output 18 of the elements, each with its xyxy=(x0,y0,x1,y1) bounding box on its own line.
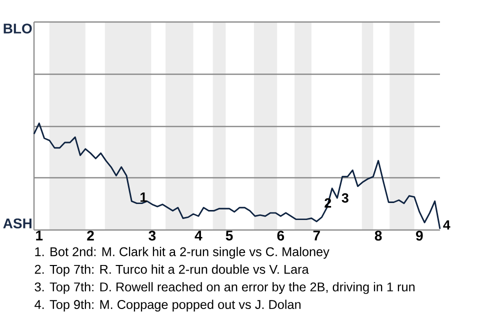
text: ASH xyxy=(3,218,32,228)
text: 1. Bot 2nd: M. Clark hit a 2-run single vs C. Maloney xyxy=(35,246,330,259)
text: 4 xyxy=(443,220,450,230)
x-tick-label: 3 xyxy=(148,230,156,241)
text: 4. Top 9th: M. Coppage popped out vs J. Dolan xyxy=(34,300,301,312)
x-tick-label: 6 xyxy=(277,230,284,241)
x-tick-label: 5 xyxy=(226,230,233,240)
text: 3. Top 7th: D. Rowell reached on an error by the 2B, driving in 1 run xyxy=(34,282,415,294)
text: BLO xyxy=(4,24,32,34)
annotation: 1 xyxy=(140,192,147,202)
annotation: 3 xyxy=(342,193,348,203)
text: 2. Top 7th: R. Turco hit a 2-run double vs V. Lara xyxy=(34,264,309,276)
x-tick-label: 1 xyxy=(36,230,43,240)
x-tick-label: 7 xyxy=(313,230,320,240)
x-tick-label: 8 xyxy=(374,230,382,241)
x-tick-label: 4 xyxy=(194,230,202,240)
x-tick-label: 9 xyxy=(416,230,423,241)
x-tick-label: 2 xyxy=(87,230,94,240)
